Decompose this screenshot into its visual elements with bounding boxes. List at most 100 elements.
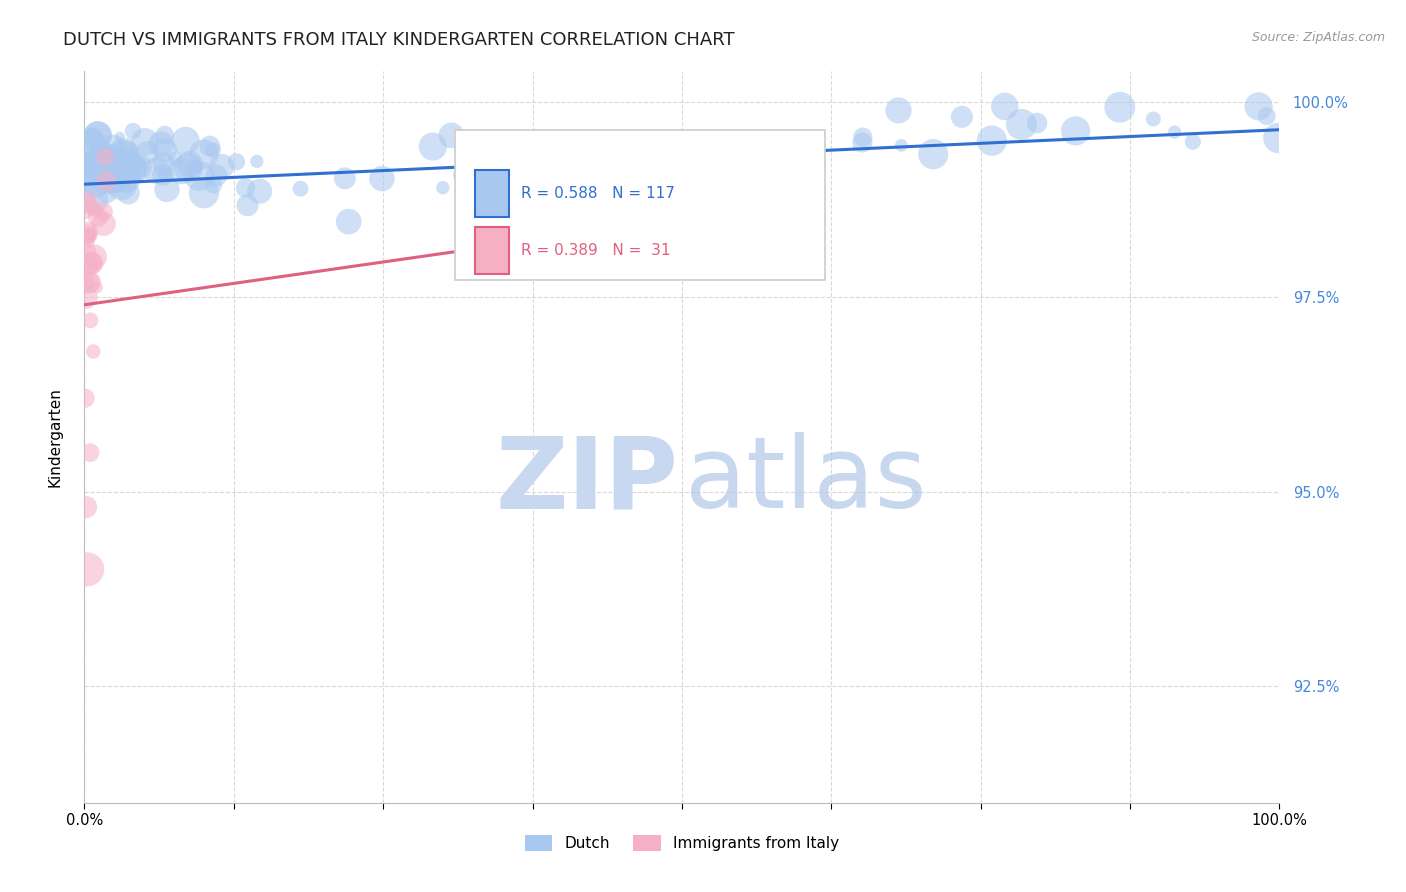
Dutch — [79, 178, 101, 193]
Dutch — [86, 128, 108, 142]
Dutch — [101, 149, 124, 163]
Immigrants from Italy — [76, 229, 98, 244]
Dutch — [134, 135, 156, 149]
Dutch — [115, 172, 138, 186]
Text: Source: ZipAtlas.com: Source: ZipAtlas.com — [1251, 31, 1385, 45]
Dutch — [422, 139, 444, 153]
Dutch — [122, 124, 145, 138]
Dutch — [76, 151, 98, 165]
Immigrants from Italy — [96, 174, 118, 188]
Dutch — [235, 181, 257, 195]
Dutch — [107, 150, 129, 164]
Dutch — [104, 153, 127, 168]
Immigrants from Italy — [80, 257, 103, 271]
Immigrants from Italy — [94, 150, 117, 164]
Legend: Dutch, Immigrants from Italy: Dutch, Immigrants from Italy — [519, 830, 845, 857]
Dutch — [110, 172, 132, 186]
Text: R = 0.389   N =  31: R = 0.389 N = 31 — [520, 243, 671, 258]
Dutch — [193, 147, 215, 161]
Immigrants from Italy — [79, 313, 101, 327]
Dutch — [202, 178, 225, 192]
Immigrants from Italy — [79, 227, 101, 242]
Immigrants from Italy — [75, 274, 97, 288]
Dutch — [80, 156, 103, 170]
Dutch — [450, 168, 472, 182]
Immigrants from Italy — [76, 192, 98, 206]
Dutch — [249, 184, 271, 198]
Dutch — [211, 160, 233, 174]
Dutch — [87, 155, 110, 169]
Dutch — [117, 167, 139, 181]
Dutch — [80, 136, 103, 150]
Text: DUTCH VS IMMIGRANTS FROM ITALY KINDERGARTEN CORRELATION CHART: DUTCH VS IMMIGRANTS FROM ITALY KINDERGAR… — [63, 31, 735, 49]
Dutch — [851, 136, 873, 150]
Immigrants from Italy — [79, 227, 101, 242]
Immigrants from Italy — [75, 500, 97, 515]
Dutch — [179, 157, 201, 171]
Immigrants from Italy — [76, 226, 98, 240]
Dutch — [337, 214, 360, 228]
Immigrants from Italy — [76, 233, 98, 247]
Dutch — [165, 152, 187, 166]
Immigrants from Italy — [82, 344, 104, 359]
Dutch — [118, 164, 141, 178]
FancyBboxPatch shape — [456, 130, 825, 280]
Dutch — [83, 176, 105, 190]
Dutch — [122, 161, 145, 176]
Dutch — [89, 159, 111, 173]
Dutch — [108, 151, 131, 165]
Bar — [475, 227, 509, 274]
Dutch — [170, 163, 193, 178]
Dutch — [96, 186, 118, 201]
Dutch — [193, 186, 215, 201]
Dutch — [188, 169, 211, 183]
Immigrants from Italy — [75, 391, 97, 405]
Dutch — [1181, 135, 1204, 149]
Dutch — [107, 174, 129, 188]
Dutch — [201, 143, 224, 157]
Dutch — [678, 161, 700, 175]
Dutch — [150, 136, 173, 151]
Immigrants from Italy — [83, 250, 105, 264]
Dutch — [108, 129, 131, 144]
Dutch — [101, 139, 124, 153]
Dutch — [82, 193, 104, 207]
Immigrants from Italy — [79, 445, 101, 459]
Dutch — [922, 147, 945, 161]
Dutch — [950, 110, 973, 124]
Dutch — [1163, 125, 1185, 139]
Dutch — [236, 198, 259, 212]
Dutch — [980, 134, 1002, 148]
Dutch — [97, 148, 120, 162]
Text: atlas: atlas — [686, 433, 927, 530]
Dutch — [568, 155, 591, 169]
Dutch — [186, 160, 208, 174]
Dutch — [91, 163, 114, 178]
Dutch — [75, 159, 97, 173]
Dutch — [614, 167, 637, 181]
Dutch — [118, 153, 141, 168]
Dutch — [111, 168, 134, 182]
Dutch — [79, 168, 101, 182]
Dutch — [120, 159, 142, 173]
Dutch — [640, 139, 662, 153]
Dutch — [98, 176, 121, 190]
Immigrants from Italy — [91, 204, 114, 219]
Immigrants from Italy — [75, 204, 97, 219]
Dutch — [432, 180, 454, 194]
Immigrants from Italy — [75, 290, 97, 304]
Dutch — [440, 128, 463, 143]
Dutch — [290, 182, 312, 196]
Immigrants from Italy — [76, 562, 98, 576]
Dutch — [96, 146, 118, 161]
Dutch — [107, 171, 129, 186]
Dutch — [107, 173, 129, 187]
Immigrants from Italy — [82, 256, 104, 270]
Dutch — [153, 168, 176, 182]
Dutch — [153, 157, 176, 171]
Dutch — [87, 161, 110, 175]
Immigrants from Italy — [75, 275, 97, 289]
Dutch — [153, 143, 176, 157]
Text: R = 0.588   N = 117: R = 0.588 N = 117 — [520, 186, 675, 201]
Dutch — [1064, 124, 1087, 138]
